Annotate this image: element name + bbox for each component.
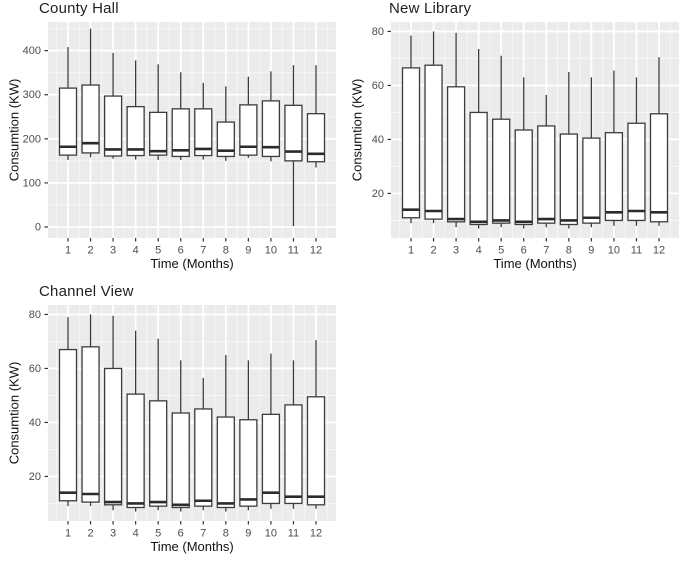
y-tick-label: 60 [372, 80, 384, 92]
box-iqr [424, 64, 443, 220]
x-tick-label: 5 [498, 245, 504, 257]
box-iqr [627, 122, 646, 222]
y-tick-label: 40 [29, 417, 41, 429]
chart-title: County Hall [39, 0, 119, 17]
x-tick-label: 3 [110, 528, 116, 540]
box-iqr [149, 111, 168, 156]
y-tick-label: 20 [372, 188, 384, 200]
x-tick-label: 7 [200, 528, 206, 540]
box-iqr [103, 367, 123, 506]
box-iqr [649, 113, 669, 223]
y-tick-label: 20 [29, 471, 41, 483]
box-iqr [216, 416, 235, 509]
box-iqr [492, 118, 511, 224]
chart-new-library: New Library Consumtion (KW) 1 2 3 4 5 6 7 8 9 10 1… [343, 0, 685, 282]
x-tick-label: 1 [65, 528, 71, 540]
box-iqr [126, 105, 145, 157]
x-tick-label: 1 [65, 245, 71, 257]
y-tick-label: 200 [23, 133, 41, 145]
x-tick-label: 11 [288, 245, 299, 257]
y-tick-label: 40 [372, 134, 384, 146]
y-tick-label: 80 [372, 26, 384, 38]
x-tick-label: 4 [476, 245, 482, 257]
x-tick-label: 10 [265, 528, 277, 540]
x-tick-label: 6 [521, 245, 527, 257]
x-tick-label: 9 [588, 245, 594, 257]
box-iqr [58, 348, 78, 502]
chart-title: New Library [389, 0, 472, 17]
x-tick-label: 12 [310, 528, 322, 540]
box-iqr [306, 396, 326, 506]
box-iqr [58, 87, 78, 156]
y-tick-label: 80 [29, 309, 41, 321]
box-iqr [126, 393, 145, 509]
box-iqr [401, 67, 421, 219]
box-iqr [239, 104, 258, 156]
box-iqr [537, 125, 556, 224]
x-tick-label: 3 [110, 245, 116, 257]
box-iqr [582, 137, 601, 224]
box-iqr [194, 108, 213, 157]
x-tick-label: 4 [133, 245, 139, 257]
x-tick-label: 12 [653, 245, 665, 257]
y-tick-label: 0 [35, 221, 41, 233]
box-iqr [604, 132, 624, 222]
x-tick-label: 8 [223, 528, 229, 540]
box-iqr [284, 104, 303, 162]
box-iqr [261, 413, 281, 505]
box-iqr [514, 129, 533, 226]
box-iqr [239, 419, 258, 507]
x-tick-label: 2 [87, 528, 93, 540]
y-tick-label: 60 [29, 363, 41, 375]
box-iqr [261, 100, 281, 158]
x-tick-label: 11 [631, 245, 642, 257]
x-tick-label: 4 [133, 528, 139, 540]
x-tick-label: 9 [245, 245, 251, 257]
x-tick-label: 9 [245, 528, 251, 540]
box-iqr [469, 111, 488, 226]
x-tick-label: 2 [87, 245, 93, 257]
box-iqr [171, 108, 190, 158]
box-iqr [81, 346, 100, 503]
x-tick-label: 5 [155, 245, 161, 257]
chart-title: Channel View [39, 283, 134, 300]
x-tick-label: 5 [155, 528, 161, 540]
box-iqr [194, 408, 213, 507]
x-tick-label: 7 [200, 245, 206, 257]
x-tick-label: 8 [223, 245, 229, 257]
x-axis-label: Time (Months) [150, 256, 234, 271]
x-tick-label: 10 [265, 245, 277, 257]
x-tick-label: 6 [178, 528, 184, 540]
x-axis-label: Time (Months) [150, 539, 234, 554]
x-tick-label: 11 [288, 528, 299, 540]
x-tick-label: 6 [178, 245, 184, 257]
y-tick-label: 300 [23, 89, 41, 101]
box-iqr [306, 113, 326, 163]
chart-county-hall: County Hall Consumtion (KW) 1 2 3 4 5 6 7 8 9 10 1… [0, 0, 342, 282]
box-iqr [284, 404, 303, 505]
x-tick-label: 7 [543, 245, 549, 257]
x-tick-label: 10 [608, 245, 620, 257]
x-tick-label: 3 [453, 245, 459, 257]
x-axis-label: Time (Months) [493, 256, 577, 271]
x-tick-label: 8 [566, 245, 572, 257]
box-iqr [81, 84, 100, 154]
x-tick-label: 2 [430, 245, 436, 257]
y-tick-label: 400 [23, 45, 41, 57]
box-iqr [171, 412, 190, 509]
x-tick-label: 1 [408, 245, 414, 257]
y-tick-label: 100 [23, 177, 41, 189]
chart-channel-view: Channel View Consumtion (KW) 1 2 3 4 5 6 7 8 9 10… [0, 283, 342, 565]
box-iqr [446, 86, 466, 223]
box-iqr [149, 400, 168, 507]
box-iqr [559, 133, 578, 226]
box-iqr [216, 121, 235, 158]
box-iqr [103, 95, 123, 157]
x-tick-label: 12 [310, 245, 322, 257]
